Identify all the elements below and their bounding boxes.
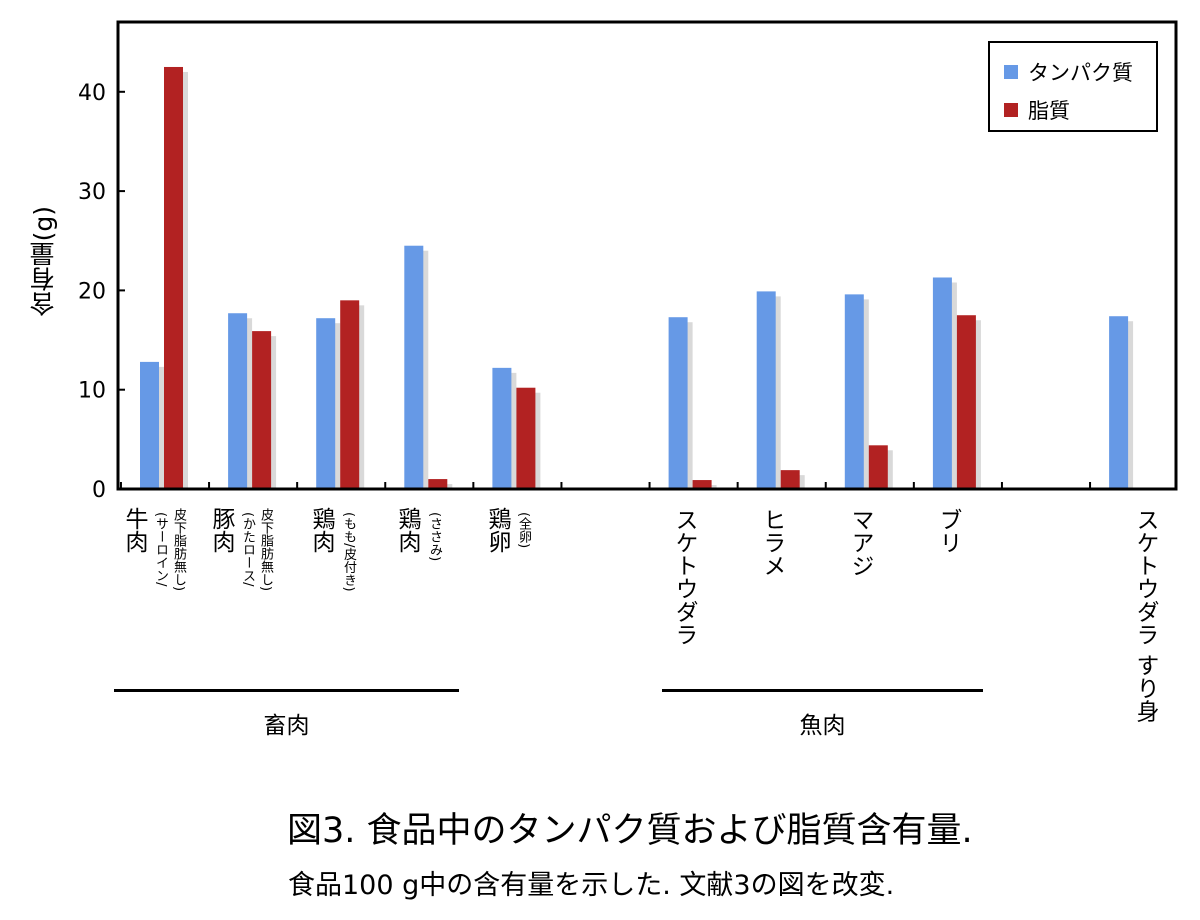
bar-fat (164, 66, 183, 489)
category-sublabel: (もも/皮付き) (340, 512, 356, 592)
category-label: 牛肉 (121, 507, 147, 553)
category-main: 豚肉 (208, 507, 234, 553)
group-line-fish (662, 689, 983, 692)
legend-label-fat: 脂質 (1028, 99, 1070, 123)
category-sublabel: (全卵) (515, 512, 531, 548)
category-label: スケトウダラ (671, 508, 697, 646)
bar-protein (404, 245, 424, 489)
category-sub: 皮下脂肪無し) (171, 508, 186, 592)
bar-protein (140, 361, 159, 489)
bar-protein (756, 291, 776, 489)
group-line-livestock (114, 689, 459, 692)
bar-protein (228, 313, 248, 489)
category-label: 鶏肉 (308, 507, 334, 553)
bar-protein (316, 318, 336, 489)
bar-fat (956, 315, 976, 489)
bar-fat (516, 387, 536, 489)
category-label: ブリ (935, 508, 961, 554)
legend-swatch-fat (1004, 103, 1018, 117)
category-main: スケトウダラ すり身 (1132, 508, 1158, 723)
group-label-fish: 魚肉 (799, 713, 846, 739)
category-main: 鶏肉 (308, 507, 334, 553)
legend-item-fat: 脂質 (1004, 95, 1070, 125)
y-tick-label: 30 (78, 180, 106, 205)
category-sub: (もも/皮付き) (341, 512, 356, 592)
category-main: 牛肉 (121, 507, 147, 553)
bar-fat (428, 479, 448, 489)
category-sublabel: 皮下脂肪無し) (170, 508, 186, 591)
category-sub: (かたロース/ (240, 512, 255, 587)
category-sub: (サーロイン/ (153, 512, 168, 587)
figure-caption-note: 食品100 g中の含有量を示した. 文献3の図を改変. (288, 870, 895, 901)
y-tick-label: 10 (78, 379, 106, 404)
category-main: ブリ (935, 508, 961, 554)
bar-protein (668, 317, 688, 489)
category-label: ヒラメ (759, 508, 785, 577)
category-sublabel: (ささみ) (426, 512, 442, 561)
category-label: 鶏肉 (394, 507, 420, 553)
group-label-livestock: 畜肉 (263, 713, 310, 739)
category-label: 鶏卵 (484, 507, 510, 553)
legend: タンパク質 脂質 (988, 41, 1158, 132)
legend-swatch-protein (1004, 65, 1018, 79)
category-sublabel: (サーロイン/ (152, 512, 168, 586)
category-main: スケトウダラ (671, 508, 697, 646)
category-sublabel: (かたロース/ (239, 512, 255, 586)
category-main: マアジ (847, 508, 873, 577)
bar-fat (868, 445, 888, 489)
category-sub: (ささみ) (427, 512, 442, 562)
category-sublabel: 皮下脂肪無し) (257, 508, 273, 591)
figure-caption-title: 図3. 食品中のタンパク質および脂質含有量. (287, 811, 973, 851)
bar-protein (492, 367, 512, 489)
category-label: スケトウダラ すり身 (1100, 508, 1160, 722)
bar-protein (1109, 316, 1129, 489)
y-tick-label: 0 (92, 478, 106, 503)
legend-item-protein: タンパク質 (1004, 57, 1133, 87)
category-main: 鶏卵 (484, 507, 510, 553)
category-main: 鶏肉 (394, 507, 420, 553)
category-sub: 皮下脂肪無し) (258, 508, 273, 592)
category-label: マアジ (847, 508, 873, 577)
plot-frame (116, 20, 1178, 491)
legend-label-protein: タンパク質 (1028, 61, 1133, 85)
y-tick-label: 40 (78, 81, 106, 106)
y-tick-label: 20 (78, 279, 106, 304)
bar-fat (780, 470, 800, 489)
bar-fat (692, 480, 712, 489)
category-main: ヒラメ (759, 508, 785, 577)
bar-protein (932, 277, 952, 489)
bar-protein (844, 294, 864, 489)
bar-fat (252, 331, 272, 489)
category-sub: (全卵) (516, 512, 531, 549)
category-label: 豚肉 (208, 507, 234, 553)
bar-fat (340, 300, 360, 489)
y-axis-label: 含有量(g) (29, 206, 58, 317)
